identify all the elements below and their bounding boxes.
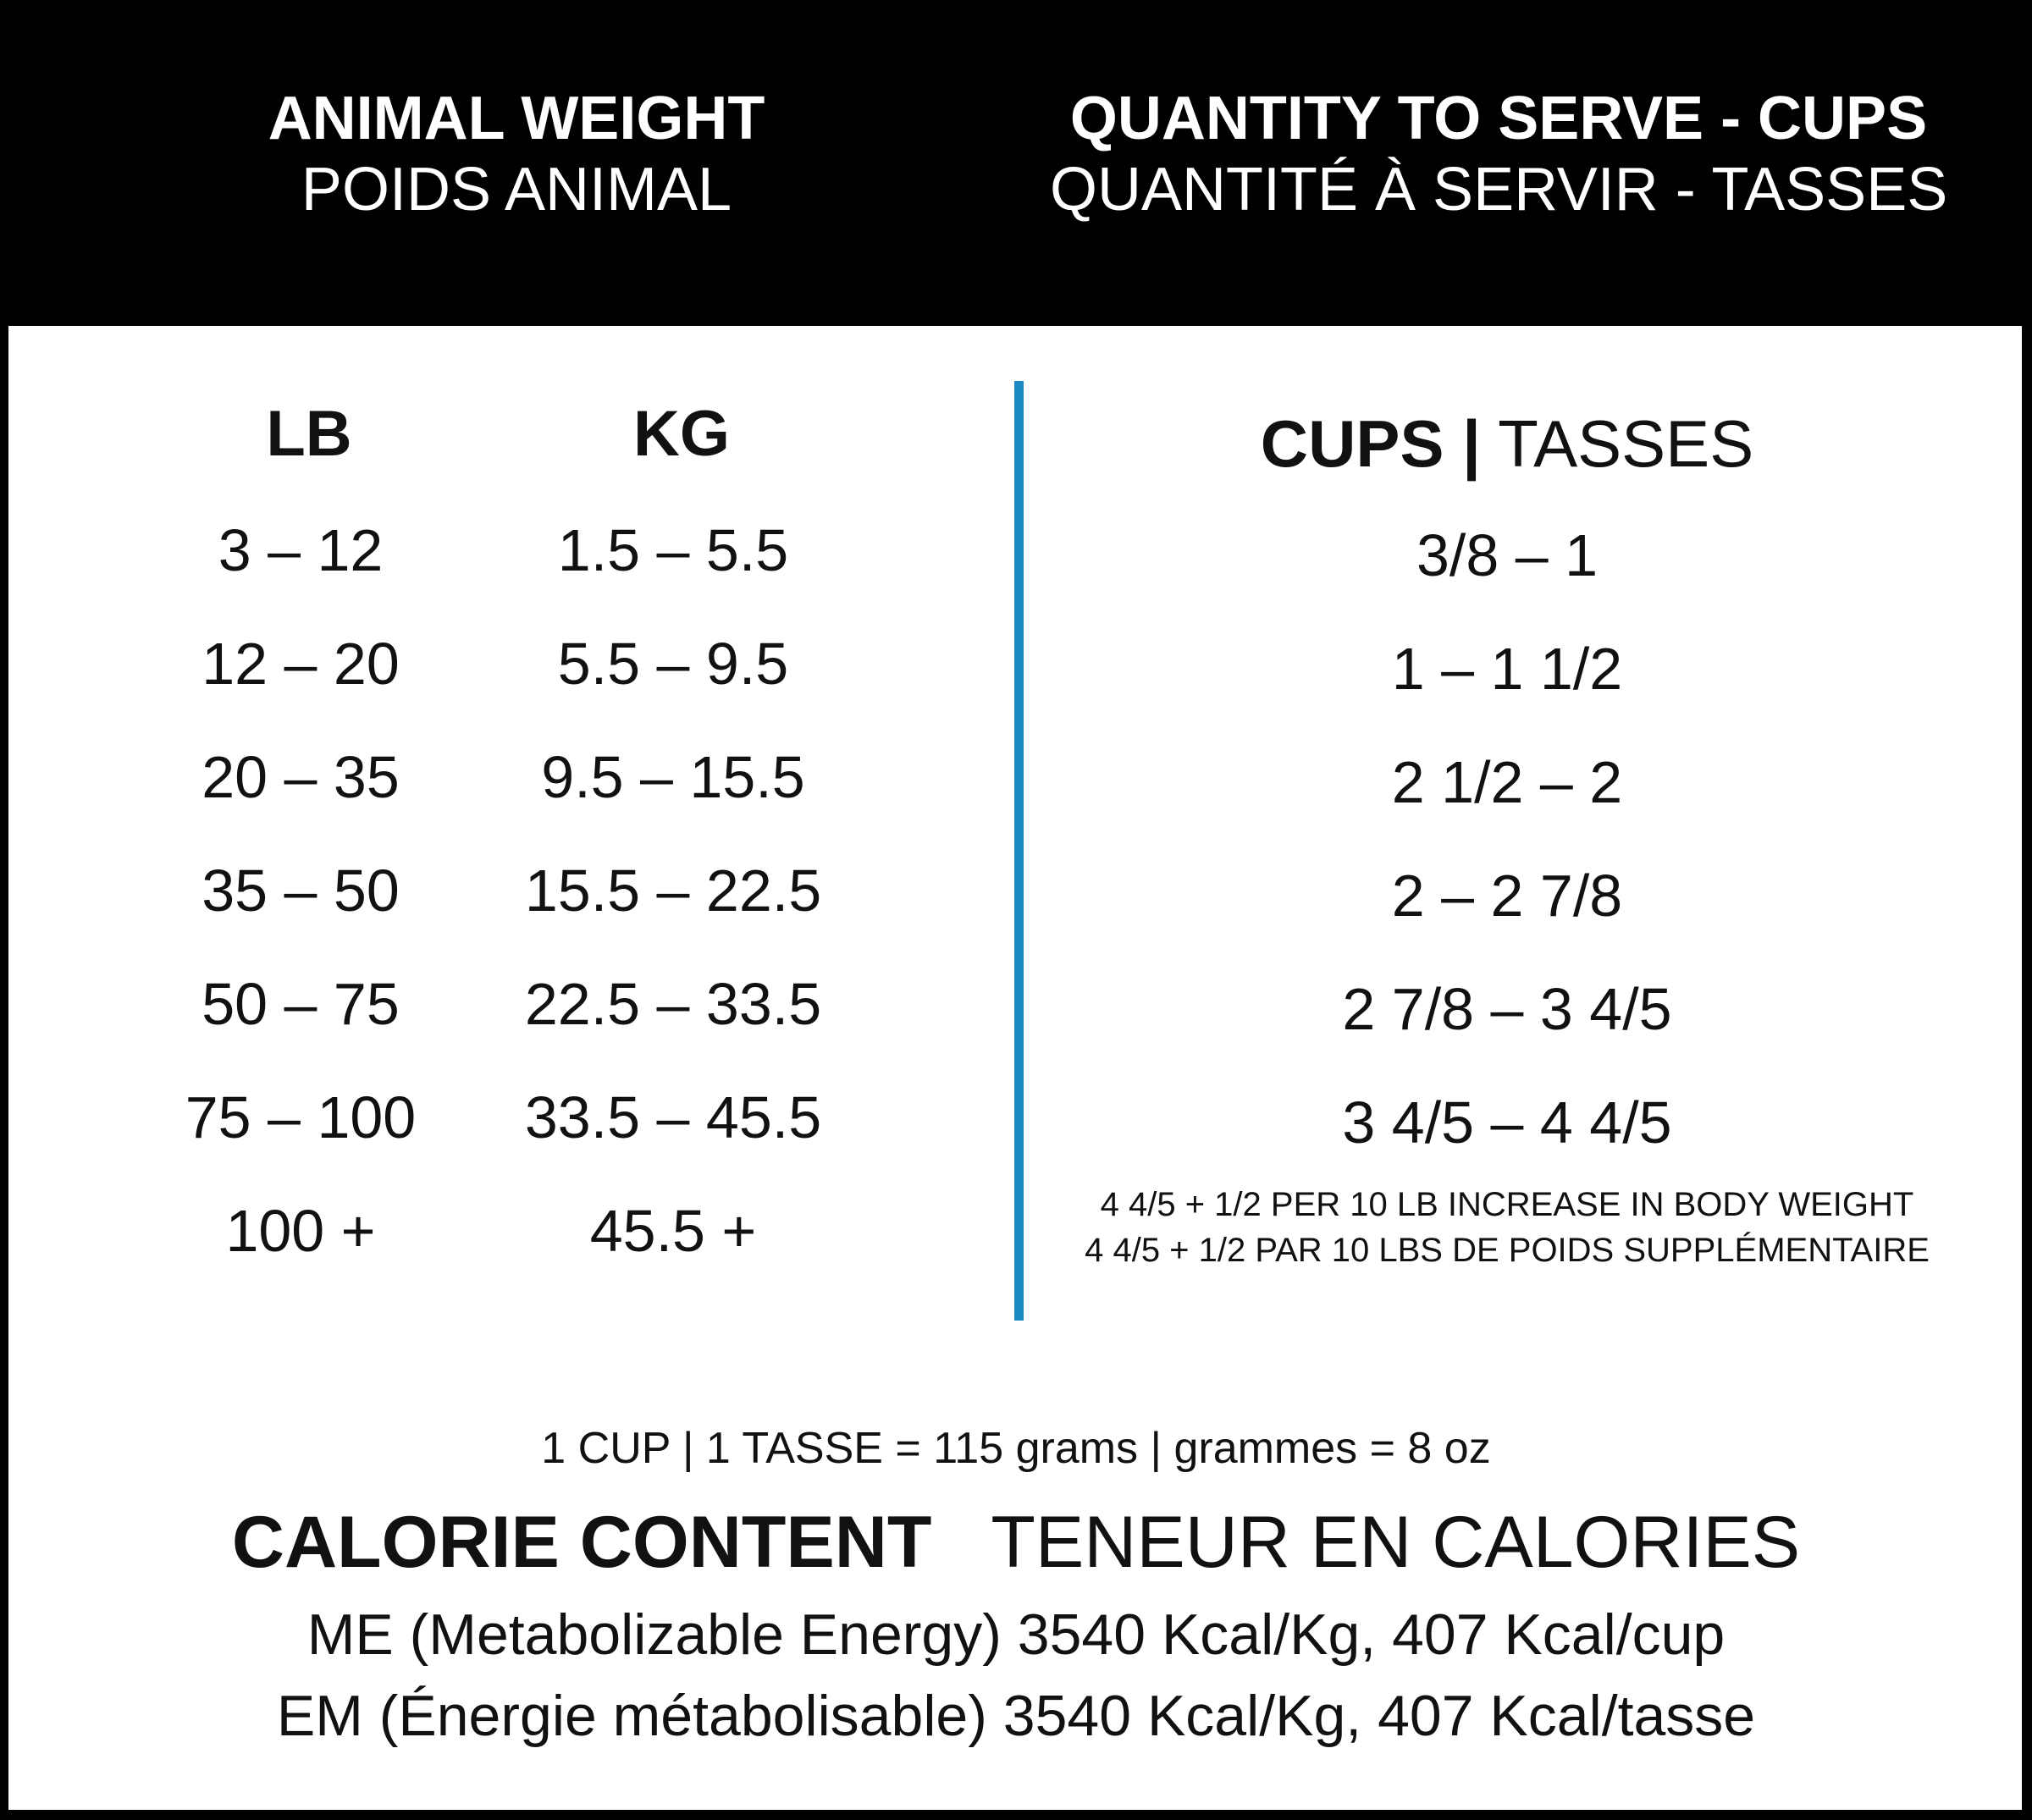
quantity-title: QUANTITY TO SERVE - CUPS [1069, 85, 1928, 152]
cups-column-header: CUPS | TASSES [1050, 405, 1964, 483]
increase-note-en: 4 4/5 + 1/2 PER 10 LB INCREASE IN BODY W… [1100, 1186, 1914, 1223]
lb-cell: 12 – 20 [202, 631, 400, 697]
animal-weight-subtitle: POIDS ANIMAL [301, 156, 732, 223]
kg-cell: 5.5 – 9.5 [557, 631, 789, 697]
lb-cell: 100 + [225, 1198, 376, 1264]
calorie-title-en: CALORIE CONTENT [231, 1502, 932, 1583]
header-bar: ANIMAL WEIGHT POIDS ANIMAL QUANTITY TO S… [0, 0, 2032, 326]
calorie-line-en: ME (Metabolizable Energy) 3540 Kcal/Kg, … [306, 1602, 1726, 1667]
animal-weight-heading: ANIMAL WEIGHT POIDS ANIMAL [220, 83, 813, 225]
quantity-heading: QUANTITY TO SERVE - CUPS QUANTITÉ À SERV… [1050, 83, 1947, 225]
cups-cell: 1 – 1 1/2 [1391, 636, 1623, 702]
cup-conversion: 1 CUP | 1 TASSE = 115 grams | grammes = … [541, 1424, 1491, 1473]
calorie-title-fr: TENEUR EN CALORIES [991, 1502, 1801, 1583]
tasses-label: TASSES [1498, 406, 1754, 481]
cups-label: CUPS [1260, 406, 1444, 481]
quantity-subtitle: QUANTITÉ À SERVIR - TASSES [1050, 156, 1948, 223]
lb-cell: 35 – 50 [202, 858, 400, 924]
kg-cell: 45.5 + [589, 1198, 757, 1264]
calorie-content-heading: CALORIE CONTENT TENEUR EN CALORIES [0, 1498, 2032, 1586]
kg-cell: 22.5 – 33.5 [524, 971, 822, 1037]
column-divider [1014, 381, 1024, 1321]
kg-cell: 1.5 – 5.5 [557, 517, 789, 583]
increase-note-fr: 4 4/5 + 1/2 PAR 10 LBS DE POIDS SUPPLÉME… [1085, 1232, 1930, 1269]
cups-cell: 3 4/5 – 4 4/5 [1342, 1089, 1672, 1155]
cups-cell: 2 – 2 7/8 [1391, 863, 1623, 929]
lb-column-header: LB [266, 398, 352, 470]
cups-cell: 2 7/8 – 3 4/5 [1342, 976, 1672, 1042]
cups-cell: 2 1/2 – 2 [1391, 749, 1623, 815]
kg-cell: 9.5 – 15.5 [541, 744, 805, 810]
lb-cell: 20 – 35 [202, 744, 400, 810]
lb-cell: 75 – 100 [185, 1084, 417, 1150]
kg-cell: 33.5 – 45.5 [524, 1084, 822, 1150]
cups-cell: 3/8 – 1 [1416, 522, 1599, 588]
kg-column-header: KG [633, 398, 730, 470]
animal-weight-title: ANIMAL WEIGHT [268, 85, 765, 152]
kg-cell: 15.5 – 22.5 [524, 858, 822, 924]
calorie-line-fr: EM (Énergie métabolisable) 3540 Kcal/Kg,… [276, 1684, 1756, 1748]
lb-cell: 50 – 75 [202, 971, 400, 1037]
lb-cell: 3 – 12 [218, 517, 384, 583]
cups-separator: | [1462, 406, 1481, 481]
